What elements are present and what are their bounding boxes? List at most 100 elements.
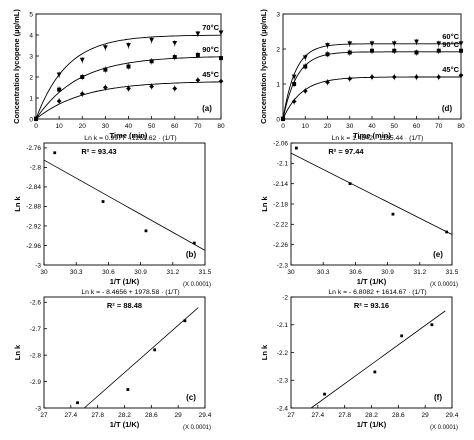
data-point <box>391 74 397 80</box>
data-point <box>102 85 108 90</box>
data-point <box>192 241 196 245</box>
y-axis-label: Ln k <box>13 195 22 211</box>
r-squared: R² = 93.16 <box>354 301 389 310</box>
data-point <box>370 48 374 53</box>
data-point <box>369 74 375 80</box>
data-point <box>458 72 464 78</box>
x-axis-label: 1/T (1/K) <box>357 420 387 429</box>
chart-panel-b: 30 30.3 30.6 30.9 31.2 31.5 -2.76 -2.8 -2.84 -2.8… <box>13 135 212 288</box>
y-tick-label: -2.4 <box>277 405 289 412</box>
data-point <box>126 388 130 391</box>
y-tick-label: -2.84 <box>26 184 41 191</box>
series-label: 90°C <box>202 45 219 54</box>
y-tick-label: -2.3 <box>277 378 289 385</box>
data-point <box>172 55 177 60</box>
fit-line <box>310 310 446 409</box>
fit-curve <box>35 56 221 120</box>
y-tick-label: -2.8 <box>30 165 42 172</box>
panel-label: (c) <box>186 393 196 402</box>
series-label: 90°C <box>442 40 459 49</box>
x-tick-label: 30.3 <box>70 269 83 276</box>
data-point <box>430 323 434 327</box>
data-point <box>144 229 148 233</box>
fit-equation: Ln k = - 6.8082 + 1614.67 · (1/T) <box>328 289 426 296</box>
data-point <box>172 41 178 46</box>
data-point <box>400 334 404 338</box>
chart-panel-a: 0 10 20 30 40 50 60 70 80 0 1 2 3 4 5 Time (min) Concent… <box>12 9 225 140</box>
y-tick-label: -2.76 <box>26 145 41 152</box>
data-point <box>183 319 187 323</box>
x-tick-label: 40 <box>125 123 133 130</box>
data-point <box>323 392 326 396</box>
data-point <box>294 146 298 150</box>
y-tick-label: -2.8 <box>30 352 42 359</box>
chart-panel-e: 30 30.3 30.6 30.9 31.2 31.5 -2.06 -2.1 -2.14 -2.1… <box>260 135 459 288</box>
data-point <box>101 200 105 203</box>
data-point <box>325 52 330 57</box>
data-point <box>392 48 397 53</box>
x-tick-label: 28.6 <box>392 412 405 419</box>
x-tick-label: 30.3 <box>317 269 330 276</box>
data-point <box>149 84 155 89</box>
series-label: 45°C <box>202 70 219 79</box>
x-tick-label: 0 <box>34 123 38 130</box>
y-tick-label: 0 <box>29 116 33 123</box>
data-point <box>414 74 419 80</box>
data-point <box>291 74 297 80</box>
data-point <box>195 77 201 83</box>
x-tick-label: 80 <box>217 123 225 130</box>
data-point <box>414 50 419 55</box>
plot-frame <box>43 142 206 266</box>
x-tick-label: 29.4 <box>446 412 459 419</box>
y-tick-label: -2.7 <box>30 326 42 333</box>
x-scale-note: (X 0.0001) <box>183 425 211 431</box>
data-point <box>79 91 85 97</box>
y-axis-label: Ln k <box>260 195 269 211</box>
x-tick-label: 30 <box>102 123 110 130</box>
x-tick-label: 60 <box>413 123 421 130</box>
data-point <box>195 31 201 37</box>
x-tick-label: 27.8 <box>338 412 351 419</box>
x-scale-note: (X 0.0001) <box>430 282 458 288</box>
data-point <box>414 39 419 45</box>
fit-equation: Ln k = - 8.4656 + 1978.58 · (1/T) <box>81 289 179 296</box>
data-point <box>436 41 442 47</box>
y-tick-label: -2.2 <box>277 350 289 357</box>
x-tick-label: 31.5 <box>199 269 212 276</box>
x-tick-label: 31.2 <box>166 269 179 276</box>
panel-label: (d) <box>442 104 453 113</box>
x-axis-label: 1/T (1/K) <box>357 277 387 286</box>
series-label: 45°C <box>442 65 459 74</box>
fit-curve <box>282 43 461 120</box>
r-squared: R² = 93.43 <box>81 147 116 156</box>
y-axis-label: Concentration lycopene (µg/mL) <box>259 9 268 124</box>
data-point <box>80 75 85 79</box>
data-point <box>459 48 463 53</box>
x-tick-label: 40 <box>368 123 376 130</box>
x-tick-label: 29 <box>175 412 183 419</box>
x-tick-label: 30.9 <box>134 269 147 276</box>
y-tick-label: -3 <box>35 262 41 269</box>
data-point <box>149 37 155 43</box>
data-point <box>347 50 352 55</box>
data-point <box>53 151 57 155</box>
fit-line <box>43 159 206 251</box>
data-point <box>302 55 308 61</box>
fit-equation: Ln k = 0.9977 - 1262.62 · (1/T) <box>84 135 176 142</box>
data-point <box>347 41 353 47</box>
x-axis-label: 1/T (1/K) <box>110 420 140 429</box>
x-scale-note: (X 0.0001) <box>430 425 458 431</box>
panel-label: (b) <box>186 250 197 259</box>
y-tick-label: -2.06 <box>273 140 288 147</box>
fit-line <box>290 152 453 235</box>
y-tick-label: -2.14 <box>273 181 288 188</box>
x-tick-label: 80 <box>457 123 465 130</box>
data-point <box>325 79 330 85</box>
x-tick-label: 29 <box>422 412 430 419</box>
data-point <box>348 182 352 186</box>
data-point <box>325 43 330 48</box>
data-point <box>391 41 397 47</box>
x-tick-label: 28.2 <box>118 412 131 419</box>
y-axis-label: Concentration lycopene (µg/mL) <box>12 9 21 124</box>
y-tick-label: -2.3 <box>277 262 289 269</box>
